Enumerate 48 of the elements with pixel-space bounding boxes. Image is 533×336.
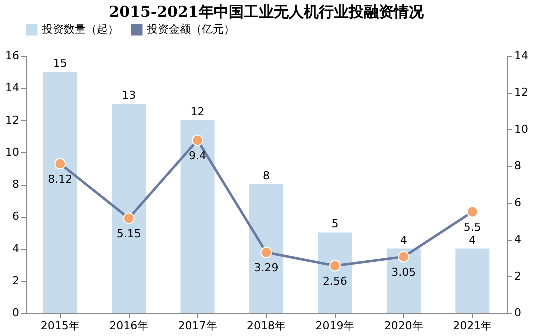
bar	[250, 184, 284, 313]
y2-tick-label: 2	[514, 270, 522, 283]
y2-tick-label: 6	[514, 196, 522, 210]
y-tick-label: 10	[6, 146, 20, 159]
y2-tick-label: 14	[514, 50, 528, 62]
bar	[180, 120, 215, 313]
y-tick-label: 4	[12, 242, 20, 256]
y-tick-label: 12	[6, 114, 20, 127]
y2-tick-label: 4	[514, 233, 522, 246]
data-label: 9.4	[189, 149, 207, 162]
y2-tick-label: 0	[514, 306, 522, 320]
x-tick-label: 2016年	[110, 320, 149, 332]
x-tick-label: 2020年	[384, 320, 424, 332]
y-tick-label: 2	[12, 274, 20, 288]
y-tick-label: 8	[12, 178, 20, 191]
y-tick-label: 14	[6, 82, 20, 95]
y2-tick-label: 8	[514, 160, 522, 173]
data-label: 13	[122, 89, 136, 102]
bar	[456, 248, 490, 313]
data-label: 5	[332, 218, 339, 231]
data-label: 8	[263, 170, 270, 182]
legend-label: 投资数量（起）	[41, 23, 119, 36]
y2-tick-label: 12	[514, 86, 528, 100]
data-label: 5.15	[116, 227, 142, 240]
x-tick-label: 2018年	[247, 320, 286, 332]
y-tick-label: 0	[12, 306, 20, 320]
y2-tick-label: 10	[514, 122, 528, 136]
y-tick-label: 6	[12, 210, 20, 224]
data-label: 8.12	[48, 172, 73, 186]
y-tick-label: 16	[6, 50, 20, 62]
data-label: 4	[400, 234, 408, 247]
x-tick-label: 2021年	[453, 320, 492, 332]
data-label: 15	[53, 57, 68, 70]
data-label: 5.5	[464, 221, 482, 234]
x-tick-label: 2017年	[178, 320, 218, 332]
data-label: 12	[190, 105, 205, 118]
data-label: 2.56	[322, 275, 348, 288]
legend-label: 投资金额（亿元）	[146, 23, 235, 36]
data-label: 4	[469, 234, 476, 247]
bar	[43, 72, 78, 313]
bar	[318, 232, 352, 313]
x-tick-label: 2015年	[40, 320, 80, 332]
chart-title: 2015-2021年中国工业无人机行业投融资情况	[109, 3, 425, 21]
bar	[386, 248, 421, 313]
data-label: 3.05	[392, 266, 416, 280]
x-tick-label: 2019年	[316, 320, 355, 332]
data-label: 3.29	[254, 262, 279, 275]
bar	[112, 104, 146, 313]
